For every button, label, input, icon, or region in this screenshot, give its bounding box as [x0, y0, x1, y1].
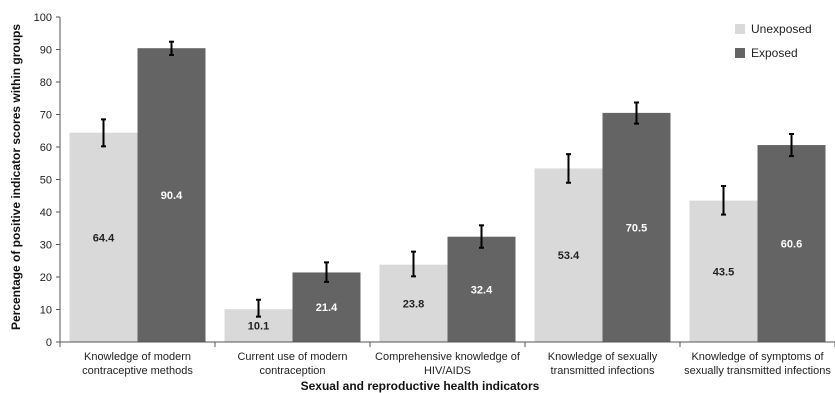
data-label: 60.6 [781, 239, 802, 251]
bar-unexposed [69, 132, 138, 342]
y-tick-label: 30 [40, 240, 52, 252]
bar-exposed [447, 236, 516, 342]
legend-label-exposed: Exposed [751, 46, 798, 60]
y-tick-label: 70 [40, 110, 52, 122]
bar-unexposed [689, 200, 758, 342]
x-axis-title: Sexual and reproductive health indicator… [301, 379, 540, 393]
y-tick-label: 0 [46, 337, 52, 349]
bar-exposed [137, 48, 206, 342]
data-label: 21.4 [316, 302, 338, 314]
legend-swatch-unexposed [735, 24, 745, 34]
legend: Unexposed Exposed [735, 22, 812, 60]
y-tick-label: 50 [40, 175, 52, 187]
bar-exposed [292, 272, 361, 342]
data-label: 90.4 [161, 190, 183, 202]
data-label: 23.8 [403, 298, 424, 310]
x-category-label: Knowledge of modern contraceptive methods [82, 351, 193, 377]
y-tick-label: 10 [40, 305, 52, 317]
x-axis-category-labels: Knowledge of modern contraceptive methods… [82, 351, 831, 377]
y-tick-label: 90 [40, 45, 52, 57]
legend-swatch-exposed [735, 48, 745, 58]
x-category-label: Current use of modern contraception [237, 351, 347, 377]
y-axis-title: Percentage of positive indicator scores … [9, 24, 23, 330]
legend-label-unexposed: Unexposed [751, 22, 812, 36]
error-bars-layer [101, 40, 794, 318]
y-tick-label: 60 [40, 142, 52, 154]
bars-layer [69, 48, 826, 342]
y-axis-ticks: 0 10 20 30 40 50 60 70 80 90 100 [34, 12, 835, 349]
data-label: 10.1 [248, 321, 269, 333]
bar-exposed [602, 112, 671, 342]
x-category-label: Knowledge of symptoms of sexually transmi… [684, 351, 831, 377]
data-label: 53.4 [558, 250, 580, 262]
data-labels-layer: 64.4 10.1 23.8 53.4 43.5 90.4 21.4 32.4 70.5 60.6 [93, 190, 802, 332]
x-category-label: Knowledge of sexually transmitted infecti… [548, 351, 658, 377]
data-label: 43.5 [713, 266, 734, 278]
x-category-label: Comprehensive knowledge of HIV/AIDS [375, 351, 521, 377]
y-tick-label: 40 [40, 207, 52, 219]
y-tick-label: 20 [40, 272, 52, 284]
y-tick-label: 100 [34, 12, 52, 24]
data-label: 64.4 [93, 232, 115, 244]
bar-exposed [757, 145, 826, 342]
bar-unexposed [534, 168, 603, 342]
bar-unexposed [379, 264, 448, 342]
y-tick-label: 80 [40, 77, 52, 89]
data-label: 32.4 [471, 284, 493, 296]
data-label: 70.5 [626, 222, 647, 234]
